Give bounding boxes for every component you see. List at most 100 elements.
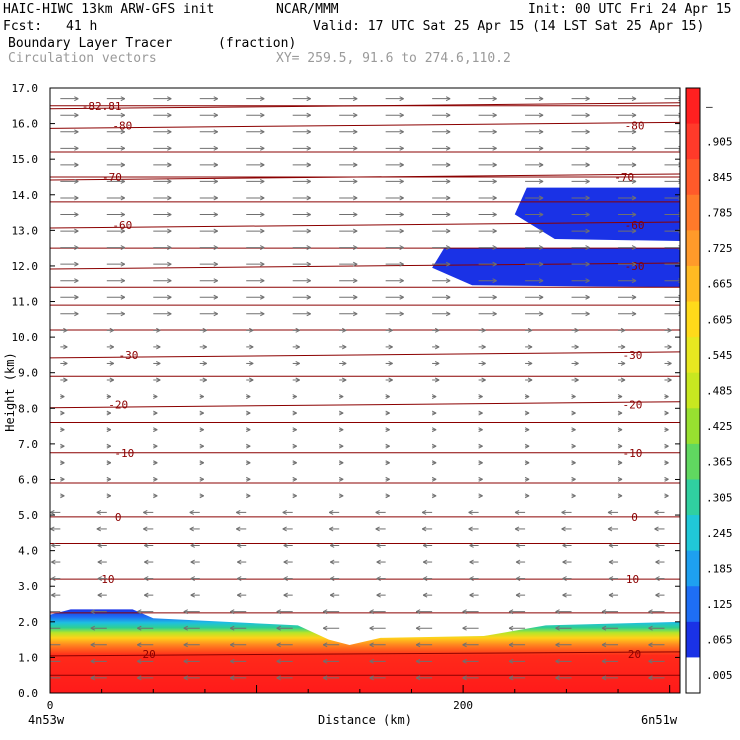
- circulation-vector-head: [571, 493, 576, 499]
- circulation-vector-head: [585, 311, 590, 317]
- circulation-vector-head: [608, 592, 614, 598]
- x-axis-label: Distance (km): [318, 713, 412, 727]
- circulation-vector-head: [648, 642, 653, 648]
- circulation-vector-head: [276, 658, 281, 664]
- circulation-vector-head: [515, 559, 521, 565]
- circulation-vector-head: [167, 145, 172, 151]
- circulation-vector-head: [44, 626, 48, 630]
- circulation-vector-head: [213, 96, 218, 102]
- circulation-vector-head: [555, 642, 560, 648]
- circulation-vector-head: [399, 294, 404, 300]
- circulation-vector-head: [524, 476, 530, 482]
- circulation-vector-head: [585, 96, 590, 102]
- circulation-vector-head: [515, 543, 521, 548]
- colorbar-swatch: [686, 479, 700, 516]
- colorbar-swatch: [686, 88, 700, 125]
- circulation-vector-head: [492, 294, 497, 300]
- circulation-vector-head: [322, 609, 328, 615]
- circulation-vector-head: [260, 261, 265, 267]
- field-unit: (fraction): [218, 36, 297, 51]
- circulation-vector-head: [306, 212, 311, 217]
- circulation-vector-head: [462, 625, 467, 631]
- circulation-vector-head: [202, 361, 207, 366]
- y-axis-label: Height (km): [3, 352, 17, 431]
- circulation-vector-head: [478, 460, 483, 466]
- circulation-vector-head: [527, 327, 533, 333]
- circulation-vector-head: [369, 609, 374, 615]
- circulation-vector-head: [538, 178, 544, 184]
- circulation-vector-head: [508, 625, 514, 631]
- plot-frame: [49, 87, 681, 694]
- colorbar-swatch: [686, 301, 700, 338]
- circulation-vector-head: [571, 460, 576, 466]
- circulation-vector-head: [295, 327, 300, 333]
- circulation-vector-head: [246, 493, 251, 499]
- circulation-vector-head: [422, 592, 428, 598]
- circulation-vector-head: [237, 559, 242, 565]
- circulation-vector-head: [306, 162, 311, 168]
- circulation-vector-head: [306, 96, 311, 102]
- circulation-vector-head: [230, 675, 235, 681]
- circulation-vector-head: [462, 642, 467, 648]
- circulation-vector-head: [260, 96, 265, 102]
- circulation-vector-head: [322, 675, 328, 681]
- circulation-vector-head: [106, 394, 112, 399]
- circulation-vector-head: [90, 609, 96, 615]
- circulation-vector-head: [153, 460, 158, 466]
- circulation-vector-head: [388, 327, 393, 333]
- colorbar-label: .665: [706, 278, 733, 291]
- circulation-vector-head: [260, 129, 265, 135]
- colorbar-label: .785: [706, 207, 733, 220]
- circulation-vector-head: [574, 344, 579, 350]
- circulation-vector-head: [574, 377, 579, 383]
- cross-section-endpoints: XY= 259.5, 91.6 to 274.6,110.2: [276, 51, 511, 66]
- circulation-vector-head: [120, 162, 126, 168]
- circulation-vector-head: [492, 245, 497, 251]
- circulation-vector-head: [422, 559, 428, 565]
- circulation-vector-head: [492, 96, 497, 102]
- circulation-vector-head: [562, 543, 567, 548]
- circulation-vector-head: [230, 658, 235, 664]
- circulation-vector-head: [153, 394, 158, 399]
- circulation-vector-head: [399, 228, 404, 234]
- circulation-vector-head: [399, 145, 404, 151]
- circulation-vector-head: [213, 145, 218, 151]
- circulation-vector-head: [352, 311, 358, 317]
- circulation-vector-head: [492, 129, 497, 135]
- circulation-vector-head: [74, 311, 79, 317]
- circulation-vector-head: [462, 609, 467, 615]
- circulation-vector-head: [329, 559, 335, 565]
- circulation-vector-head: [678, 162, 680, 168]
- circulation-vector-head: [478, 476, 483, 482]
- circulation-vector-head: [369, 658, 374, 664]
- circulation-vector-head: [431, 410, 437, 416]
- circulation-vector-head: [608, 543, 614, 548]
- circulation-vector-head: [338, 460, 344, 466]
- circulation-vector-head: [144, 576, 149, 582]
- circulation-vector-head: [431, 427, 437, 433]
- circulation-vector-head: [202, 344, 207, 350]
- circulation-vector-head: [292, 476, 297, 482]
- upper-tracer-layer-1: [514, 187, 680, 242]
- circulation-vector-head: [415, 658, 421, 664]
- circulation-vector-head: [631, 311, 637, 317]
- circulation-vector-head: [375, 509, 380, 515]
- y-tick-label: 14.0: [12, 189, 39, 202]
- model-title: HAIC-HIWC 13km ARW-GFS init: [3, 2, 215, 17]
- circulation-vector-head: [585, 212, 590, 217]
- circulation-vector-head: [213, 129, 218, 135]
- circulation-vector-head: [213, 162, 218, 168]
- contour-label: 20: [143, 648, 156, 661]
- colorbar-label: .125: [706, 598, 733, 611]
- circulation-vector-head: [183, 609, 188, 615]
- circulation-vector-head: [678, 228, 680, 234]
- circulation-vector-head: [51, 543, 56, 548]
- circulation-vector-head: [445, 112, 451, 118]
- circulation-vector-head: [478, 394, 483, 399]
- circulation-vector-head: [620, 327, 626, 333]
- circulation-vector-head: [492, 278, 497, 284]
- circulation-vector-head: [538, 195, 544, 201]
- circulation-vector-head: [478, 493, 483, 499]
- circulation-vector-head: [190, 543, 195, 548]
- circulation-vector-head: [434, 377, 440, 383]
